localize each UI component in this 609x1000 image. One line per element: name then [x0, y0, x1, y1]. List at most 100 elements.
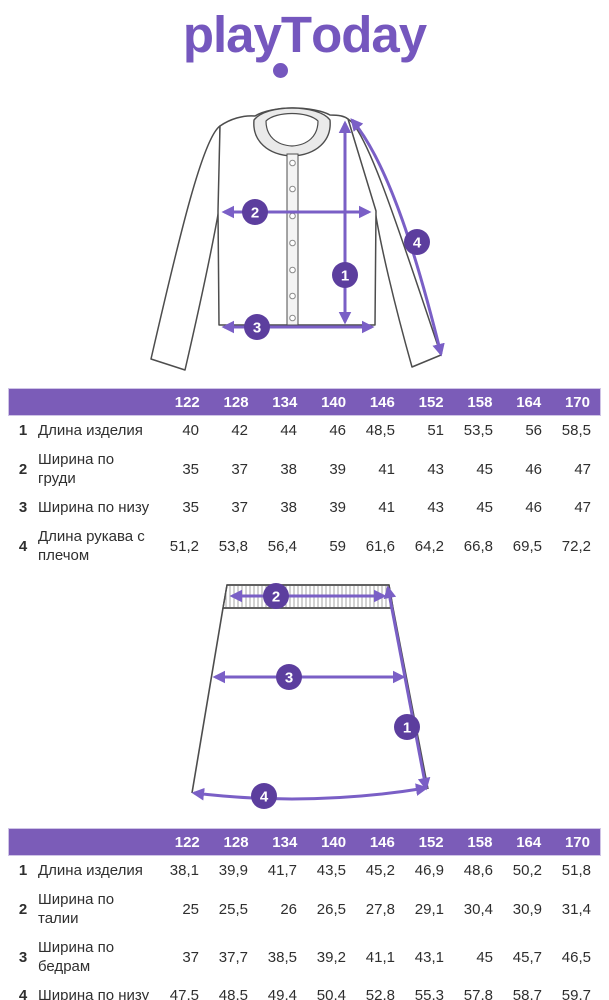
value-cell: 55,3 — [414, 987, 444, 1000]
size-header-cell: 164 — [516, 393, 542, 411]
value-cell: 35 — [182, 460, 199, 478]
row-label: Ширина по груди — [38, 451, 115, 487]
value-cell: 51,8 — [561, 862, 591, 879]
value-cell: 37,7 — [218, 948, 248, 966]
value-cell: 29,1 — [414, 900, 444, 918]
value-cell: 46 — [525, 499, 542, 516]
value-cell: 50,4 — [316, 987, 346, 1000]
size-header-cell: 140 — [321, 393, 347, 411]
table-row: 2 Ширина по груди 35 37 38 39 41 43 45 46 47 — [8, 445, 601, 493]
skirt-label-4: 4 — [251, 783, 277, 809]
value-cell: 59,7 — [561, 987, 591, 1000]
skirt-arrow-length — [383, 585, 431, 791]
value-cell: 39,2 — [316, 948, 346, 966]
svg-text:3: 3 — [253, 320, 261, 337]
value-cell: 41 — [378, 460, 395, 478]
value-cell: 61,6 — [365, 537, 395, 555]
logo-dot-icon — [272, 63, 288, 78]
logo-text-oday: oday — [311, 6, 427, 63]
value-cell: 40 — [182, 422, 199, 439]
value-cell: 25,5 — [218, 900, 248, 918]
value-cell: 47,5 — [169, 987, 199, 1000]
value-cell: 38,1 — [169, 862, 199, 879]
size-header-cell: 122 — [174, 833, 200, 851]
value-cell: 43 — [427, 499, 444, 516]
jacket-arrow-sleeve — [350, 118, 445, 357]
value-cell: 48,5 — [218, 987, 248, 1000]
value-cell: 47 — [574, 460, 591, 478]
value-cell: 30,4 — [463, 900, 493, 918]
value-cell: 42 — [231, 422, 248, 439]
value-cell: 43,5 — [316, 862, 346, 879]
jacket-label-4: 4 — [404, 229, 430, 255]
skirt-size-table: 122 128 134 140 146 152 158 164 170 1 Длина издели… — [8, 828, 601, 1000]
value-cell: 30,9 — [512, 900, 542, 918]
value-cell: 27,8 — [365, 900, 395, 918]
value-cell: 37 — [231, 499, 248, 516]
value-cell: 49,4 — [267, 987, 297, 1000]
row-label: Длина рукава с плечом — [38, 528, 145, 564]
size-header-cell: 134 — [272, 833, 298, 851]
jacket-label-3: 3 — [244, 314, 270, 340]
brand-logo: playT oday — [0, 2, 609, 78]
value-cell: 43 — [427, 460, 444, 478]
value-cell: 39,9 — [218, 862, 248, 879]
row-label: Ширина по низу — [38, 987, 150, 1000]
logo-text-t: T — [280, 6, 312, 63]
size-header-cell: 140 — [321, 833, 347, 851]
size-header-cell: 170 — [564, 833, 590, 851]
skirt-arrow-hem — [191, 783, 429, 801]
value-cell: 35 — [182, 499, 199, 516]
value-cell: 39 — [329, 499, 346, 516]
size-header-cell: 152 — [418, 393, 444, 411]
size-header-cell: 164 — [516, 833, 542, 851]
table-row: 3 Ширина по бедрам 37 37,7 38,5 39,2 41,1 43,1 4… — [8, 933, 601, 981]
jacket-table-header: 122 128 134 140 146 152 158 164 170 — [8, 388, 601, 416]
table-row: 4 Длина рукава с плечом 51,2 53,8 56,4 59 61,6… — [8, 522, 601, 570]
value-cell: 26 — [280, 900, 297, 918]
skirt-label-1: 1 — [394, 714, 420, 740]
row-label: Ширина по бедрам — [38, 939, 115, 975]
value-cell: 46,5 — [561, 948, 591, 966]
size-header-cell: 146 — [369, 833, 395, 851]
value-cell: 45 — [476, 460, 493, 478]
value-cell: 43,1 — [414, 948, 444, 966]
value-cell: 58,7 — [512, 987, 542, 1000]
value-cell: 46,9 — [414, 862, 444, 879]
svg-text:1: 1 — [403, 720, 411, 737]
row-label: Ширина по низу — [38, 499, 150, 516]
jacket-outline — [150, 107, 442, 371]
row-label: Ширина по талии — [38, 891, 115, 927]
jacket-label-2: 2 — [242, 199, 268, 225]
value-cell: 53,5 — [463, 422, 493, 439]
value-cell: 57,8 — [463, 987, 493, 1000]
value-cell: 39 — [329, 460, 346, 478]
value-cell: 45 — [476, 499, 493, 516]
row-number: 3 — [18, 948, 28, 966]
value-cell: 26,5 — [316, 900, 346, 918]
value-cell: 25 — [182, 900, 199, 918]
value-cell: 50,2 — [512, 862, 542, 879]
skirt-label-3: 3 — [276, 664, 302, 690]
size-header-cell: 146 — [369, 393, 395, 411]
value-cell: 53,8 — [218, 537, 248, 555]
size-header-cell: 158 — [467, 393, 493, 411]
jacket-measurement-diagram: 2 1 3 4 — [150, 107, 445, 371]
table-row: 4 Ширина по низу 47,5 48,5 49,4 50,4 52,8 55,3 5… — [8, 981, 601, 1000]
svg-text:2: 2 — [272, 589, 280, 606]
row-label: Длина изделия — [38, 862, 143, 879]
jacket-placket — [286, 153, 299, 326]
row-number: 2 — [18, 460, 28, 478]
svg-text:3: 3 — [285, 670, 293, 687]
jacket-size-table: 122 128 134 140 146 152 158 164 170 1 Длина издели… — [8, 388, 601, 570]
value-cell: 59 — [329, 537, 346, 555]
skirt-label-2: 2 — [263, 583, 289, 609]
value-cell: 46 — [525, 460, 542, 478]
value-cell: 37 — [182, 948, 199, 966]
table-row: 1 Длина изделия 40 42 44 46 48,5 51 53,5 56 58,5 — [8, 416, 601, 445]
size-header-cell: 134 — [272, 393, 298, 411]
svg-text:4: 4 — [260, 789, 269, 806]
value-cell: 41 — [378, 499, 395, 516]
table-row: 3 Ширина по низу 35 37 38 39 41 43 45 46 47 — [8, 493, 601, 522]
